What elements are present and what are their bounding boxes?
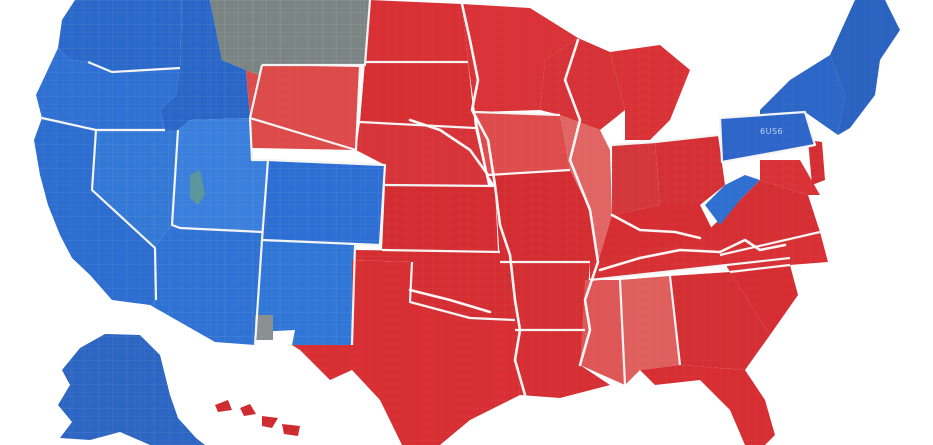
pennsylvania-label: 6US6	[760, 127, 783, 136]
rivers	[408, 2, 787, 397]
utah-green-detail	[190, 170, 205, 205]
state-borders	[41, 0, 821, 386]
